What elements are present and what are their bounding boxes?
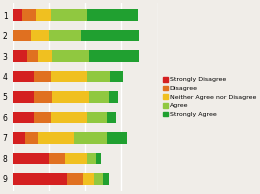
Bar	[87, 153, 96, 164]
Bar	[107, 132, 127, 144]
Bar	[12, 112, 34, 123]
Bar	[53, 91, 89, 103]
Bar	[83, 173, 94, 184]
Bar	[81, 30, 139, 41]
Bar	[12, 91, 34, 103]
Bar	[12, 71, 34, 82]
Bar	[12, 153, 49, 164]
Bar	[89, 91, 109, 103]
Bar	[107, 112, 116, 123]
Bar	[74, 132, 107, 144]
Bar	[34, 71, 51, 82]
Bar	[87, 71, 110, 82]
Bar	[27, 50, 38, 62]
Bar	[38, 50, 53, 62]
Bar	[96, 153, 101, 164]
Bar	[34, 112, 51, 123]
Bar	[87, 10, 138, 21]
Bar	[12, 132, 25, 144]
Bar	[36, 10, 51, 21]
Bar	[12, 30, 31, 41]
Bar	[109, 91, 118, 103]
Bar	[12, 173, 67, 184]
Bar	[94, 173, 103, 184]
Bar	[12, 50, 27, 62]
Bar	[31, 30, 49, 41]
Bar	[22, 10, 36, 21]
Bar	[53, 50, 89, 62]
Bar	[87, 112, 107, 123]
Bar	[67, 173, 83, 184]
Bar	[49, 153, 65, 164]
Bar	[49, 30, 81, 41]
Bar	[51, 112, 87, 123]
Bar	[12, 10, 22, 21]
Bar	[34, 91, 53, 103]
Bar	[25, 132, 38, 144]
Bar	[110, 71, 123, 82]
Bar	[51, 10, 87, 21]
Bar	[38, 132, 74, 144]
Bar	[51, 71, 87, 82]
Legend: Strongly Disagree, Disagree, Neither Agree nor Disagree, Agree, Strongly Agree: Strongly Disagree, Disagree, Neither Agr…	[162, 76, 257, 118]
Bar	[65, 153, 87, 164]
Bar	[103, 173, 109, 184]
Bar	[89, 50, 139, 62]
